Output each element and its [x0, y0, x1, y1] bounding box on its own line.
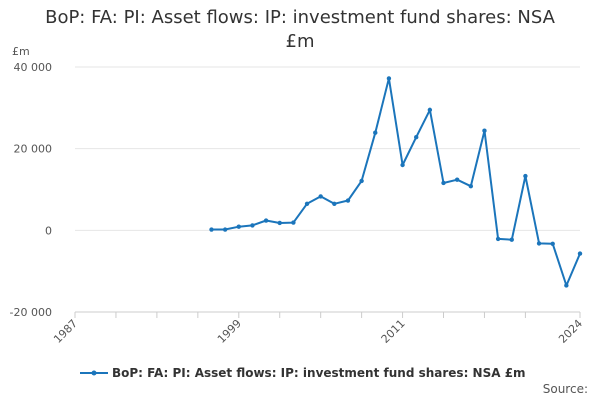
data-point	[386, 76, 392, 81]
grid-lines	[75, 66, 580, 313]
data-point	[564, 283, 569, 288]
data-point	[441, 180, 446, 186]
data-point	[509, 237, 514, 242]
data-point	[318, 194, 323, 199]
data-point	[373, 130, 378, 135]
data-point	[536, 241, 542, 246]
series-layer	[209, 76, 583, 288]
x-tick-label: 2011	[379, 317, 408, 346]
y-tick-label: 40 000	[14, 61, 53, 74]
x-tick-label: 2024	[556, 317, 585, 346]
data-point	[482, 128, 487, 133]
data-point	[454, 177, 460, 182]
data-point	[250, 223, 255, 228]
chart-title: BoP: FA: PI: Asset flows: IP: investment…	[45, 7, 555, 52]
legend-series-label: BoP: FA: PI: Asset flows: IP: investment…	[112, 366, 526, 380]
data-point	[345, 198, 351, 203]
axes: -20 000 0 20 000 40 000 £m 1987 1999 2011 2024	[10, 45, 586, 346]
data-point	[263, 218, 269, 223]
data-point	[468, 184, 474, 189]
data-point	[277, 220, 282, 226]
data-point	[359, 178, 364, 184]
data-point	[304, 201, 310, 206]
legend-line-marker-icon	[80, 370, 108, 376]
data-point	[236, 224, 241, 229]
data-point	[414, 135, 419, 140]
series-line	[211, 77, 581, 287]
data-point	[209, 227, 214, 232]
legend[interactable]: BoP: FA: PI: Asset flows: IP: investment…	[80, 366, 526, 380]
data-point	[332, 201, 337, 206]
data-point	[495, 236, 501, 242]
y-axis-label: £m	[12, 45, 30, 58]
data-point	[523, 173, 528, 179]
data-point	[291, 220, 296, 225]
y-tick-label: 20 000	[14, 143, 53, 156]
data-point	[550, 241, 555, 247]
data-point	[427, 107, 433, 113]
x-tick-label: 1999	[215, 317, 244, 346]
data-point	[400, 162, 405, 168]
data-point	[577, 251, 583, 256]
source-label: Source:	[542, 382, 588, 396]
data-point	[222, 227, 228, 232]
x-tick-label: 1987	[51, 317, 80, 346]
y-tick-label: 0	[45, 224, 52, 237]
y-tick-label: -20 000	[10, 306, 52, 319]
